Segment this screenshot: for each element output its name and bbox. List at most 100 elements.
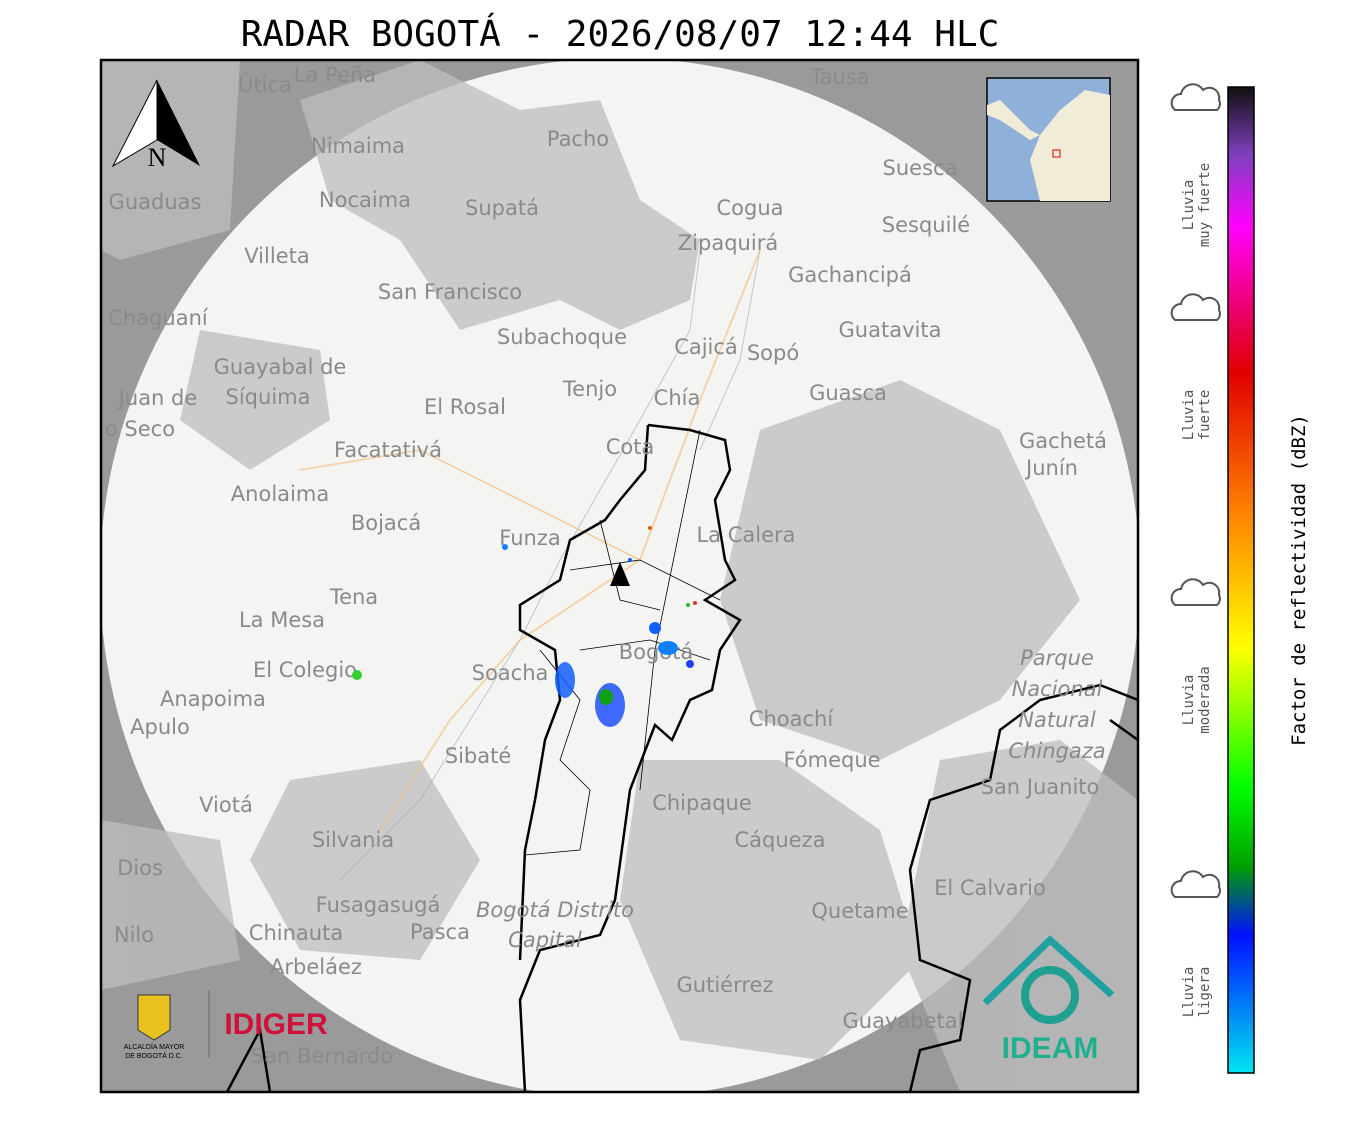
- cloud-icon: [1170, 83, 1221, 111]
- rain-category: fuerte: [1197, 390, 1213, 441]
- district-label: Bogotá Distrito: [476, 898, 634, 922]
- place-label: Viotá: [199, 793, 253, 817]
- place-label: Chía: [654, 386, 701, 410]
- logo-org: IDIGER: [224, 1008, 328, 1041]
- colorbar-label: Factor de reflectividad (dBZ): [1288, 414, 1310, 746]
- place-label: Guasca: [809, 381, 887, 405]
- echo: [628, 558, 632, 562]
- place-label: Gutiérrez: [677, 973, 774, 997]
- park-label: Chingaza: [1008, 739, 1105, 763]
- echo: [686, 603, 690, 607]
- park-label: Parque: [1020, 646, 1094, 670]
- echo: [693, 601, 697, 605]
- cloud-icon: [1170, 293, 1221, 321]
- place-label: Sibaté: [445, 744, 512, 768]
- place-label: Guatavita: [839, 318, 942, 342]
- place-label: Nocaima: [319, 188, 411, 212]
- park-label: Natural: [1018, 708, 1096, 732]
- echo: [658, 641, 678, 655]
- place-label: Soacha: [472, 661, 549, 685]
- place-label: Pacho: [547, 127, 609, 151]
- place-label: Anolaima: [231, 482, 329, 506]
- rain-category: ligera: [1197, 967, 1213, 1018]
- echo: [649, 622, 661, 634]
- radar-site: [610, 562, 630, 586]
- place-label: Sesquilé: [882, 213, 970, 237]
- logo-caption: DE BOGOTÁ D.C.: [125, 1051, 183, 1060]
- place-label: Cota: [606, 435, 655, 459]
- localities: [524, 429, 721, 856]
- place-label: Apulo: [130, 715, 190, 739]
- place-label: San Juanito: [981, 775, 1100, 799]
- rain-category: muy fuerte: [1197, 163, 1213, 247]
- rain-category: Lluvia: [1181, 180, 1197, 231]
- cloud-icon: [1170, 870, 1221, 898]
- echo: [595, 683, 625, 727]
- logo-left: IDIGER ALCALDÍA MAYOR DE BOGOTÁ D.C.: [124, 990, 328, 1060]
- place-label: Cogua: [716, 196, 783, 220]
- place-label: San Francisco: [378, 280, 522, 304]
- place-label: Gachetá: [1019, 429, 1107, 453]
- place-label: Nilo: [114, 923, 154, 947]
- place-label: Síquima: [226, 385, 311, 409]
- place-label: Bogotá: [619, 640, 694, 664]
- place-label: Funza: [499, 526, 560, 550]
- place-label: Quetame: [811, 899, 908, 923]
- place-label: Silvania: [312, 828, 394, 852]
- place-label: Guayabal de: [214, 355, 347, 379]
- place-label: La Peña: [294, 63, 376, 87]
- place-label: Fusagasugá: [316, 893, 441, 917]
- place-label: Tenjo: [562, 377, 617, 401]
- roads: [299, 249, 761, 831]
- place-label: La Mesa: [239, 608, 325, 632]
- rain-category: Lluvia: [1181, 967, 1197, 1018]
- district-boundary: [225, 423, 1138, 1092]
- place-label: Sopó: [747, 341, 799, 365]
- place-label: Suesca: [883, 156, 958, 180]
- place-label: San Bernardo: [251, 1044, 393, 1068]
- place-label: Tena: [329, 585, 378, 609]
- park-label: Nacional: [1012, 677, 1103, 701]
- echo: [686, 660, 694, 668]
- title: RADAR BOGOTÁ - 2026/08/07 12:44 HLC: [241, 13, 1000, 55]
- place-label: Gachancipá: [788, 263, 912, 287]
- logo-right: IDEAM: [982, 935, 1115, 1065]
- place-label: Zipaquirá: [678, 231, 778, 255]
- echo: [555, 662, 575, 698]
- rain-category: moderada: [1197, 666, 1213, 733]
- place-label: Junín: [1024, 456, 1078, 480]
- place-label: Tausa: [809, 65, 869, 89]
- place-label: Villeta: [244, 244, 309, 268]
- terrain: [101, 60, 1138, 1092]
- echo: [599, 689, 613, 705]
- place-label: El Rosal: [424, 395, 506, 419]
- place-label: Juan de: [117, 386, 198, 410]
- place-label: Guayabetal: [843, 1009, 964, 1033]
- place-label: Dios: [117, 856, 163, 880]
- place-label: Chipaque: [652, 791, 752, 815]
- north-arrow: N: [111, 79, 200, 172]
- place-label: o Seco: [105, 417, 175, 441]
- place-label: Subachoque: [497, 325, 627, 349]
- rivers: [339, 249, 761, 881]
- place-label: Cáqueza: [735, 828, 826, 852]
- echo: [502, 544, 508, 550]
- cloud-icon: [1170, 578, 1221, 606]
- place-label: Supatá: [465, 196, 539, 220]
- place-label: Fómeque: [783, 748, 880, 772]
- place-label: Anapoima: [160, 687, 266, 711]
- colorbar: [1227, 86, 1255, 1074]
- echo: [352, 670, 362, 680]
- logo-org: IDEAM: [1002, 1032, 1099, 1065]
- north-label: N: [148, 143, 167, 172]
- place-label: Choachí: [749, 707, 835, 731]
- place-label: Chaguaní: [108, 306, 209, 330]
- place-label: Chinauta: [249, 921, 343, 945]
- rain-category: Lluvia: [1181, 390, 1197, 441]
- inset-map: [986, 77, 1111, 202]
- map-frame: [99, 58, 1140, 1094]
